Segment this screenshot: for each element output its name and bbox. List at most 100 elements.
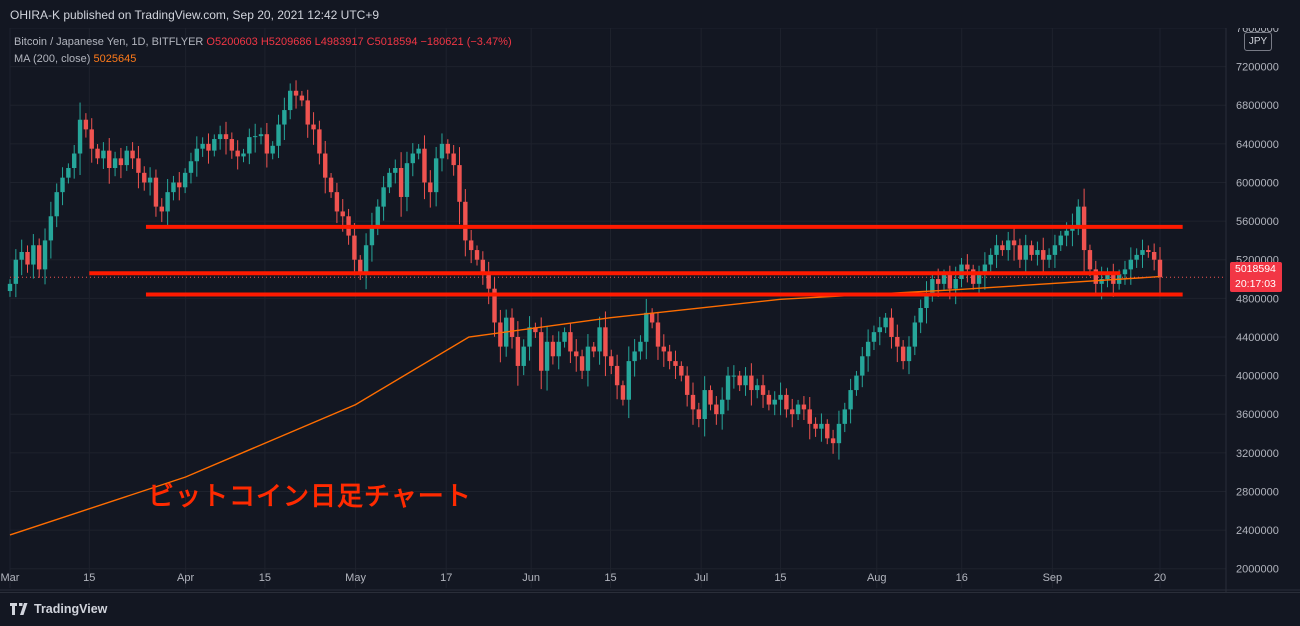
candle-body	[790, 409, 795, 415]
candle-body	[603, 327, 608, 357]
currency-button[interactable]: JPY	[1244, 32, 1272, 51]
candle-body	[1128, 259, 1134, 270]
ma-label[interactable]: MA (200, close)	[14, 53, 91, 65]
time-tick-label: 17	[440, 572, 452, 584]
candle-body	[83, 119, 89, 130]
chart-legend: Bitcoin / Japanese Yen, 1D, BITFLYER O52…	[14, 34, 512, 68]
candle-body	[755, 385, 760, 391]
time-tick-label: 20	[1154, 572, 1166, 584]
candle-body	[696, 409, 702, 420]
candle-body	[177, 182, 182, 188]
candle-body	[165, 192, 170, 212]
candle-body	[953, 279, 958, 289]
candle-body	[725, 375, 731, 400]
price-tick-label: 6000000	[1236, 177, 1279, 189]
candle-body	[381, 187, 386, 207]
price-tick-label: 6800000	[1236, 100, 1279, 112]
chart-area[interactable]: 2000000 2400000 2800000 3200000 3600000 40000…	[0, 28, 1300, 592]
candle-body	[182, 172, 188, 188]
price-tick-label: 7600000	[1236, 28, 1279, 35]
candle-body	[544, 341, 550, 371]
candle-body	[731, 375, 737, 377]
candle-body	[1006, 240, 1011, 251]
candle-body	[509, 317, 515, 337]
candle-body	[941, 274, 947, 284]
candle-body	[556, 341, 561, 357]
price-tick-label: 7200000	[1236, 62, 1279, 74]
candle-body	[737, 375, 742, 386]
candle-body	[702, 390, 707, 420]
candle-body	[340, 211, 345, 217]
candle-body	[1093, 269, 1098, 284]
candle-body	[614, 365, 620, 386]
candle-body	[690, 394, 696, 410]
candle-body	[480, 259, 486, 275]
candle-body	[270, 145, 275, 154]
symbol-label[interactable]: Bitcoin / Japanese Yen, 1D, BITFLYER	[14, 36, 204, 48]
candle-body	[404, 163, 410, 197]
candle-body	[422, 148, 427, 183]
candle-body	[217, 134, 223, 140]
candle-body	[393, 168, 398, 173]
price-tick-label: 2400000	[1236, 525, 1279, 537]
candle-body	[515, 336, 521, 366]
candle-body	[72, 153, 77, 168]
candle-body	[848, 390, 853, 410]
last-price: 5018594	[1235, 263, 1276, 275]
candle-body	[801, 404, 807, 410]
candle-body	[860, 356, 865, 376]
candle-body	[585, 346, 591, 371]
candle-body	[136, 158, 141, 173]
candle-body	[107, 150, 112, 168]
candle-body	[976, 274, 982, 284]
candle-body	[877, 327, 882, 333]
candle-body	[1087, 250, 1093, 270]
candle-body	[1146, 250, 1151, 252]
candle-body	[632, 351, 637, 362]
time-tick-label: May	[345, 572, 366, 584]
price-tick-label: 3600000	[1236, 409, 1279, 421]
tradingview-logo[interactable]: TradingView	[10, 602, 107, 616]
candle-body	[95, 148, 100, 159]
candle-body	[568, 332, 573, 352]
candle-body	[445, 143, 451, 154]
candle-body	[895, 336, 900, 347]
candle-body	[358, 259, 363, 275]
candle-body	[649, 312, 655, 323]
price-tick-label: 4800000	[1236, 293, 1279, 305]
candle-body	[159, 206, 164, 212]
candle-body	[644, 312, 649, 342]
candle-body	[760, 385, 766, 395]
candle-body	[830, 438, 836, 444]
candle-body	[994, 245, 999, 255]
candle-body	[118, 158, 124, 166]
chart-annotation-text: ビットコイン日足チャート	[148, 482, 472, 512]
candle-body	[1000, 245, 1005, 251]
time-tick-label: 16	[956, 572, 968, 584]
candle-body	[142, 172, 147, 183]
time-tick-label: 15	[774, 572, 786, 584]
candle-body	[609, 356, 614, 366]
candle-body	[1064, 230, 1069, 236]
candle-body	[597, 327, 602, 352]
time-tick-label: Aug	[867, 572, 887, 584]
candle-body	[935, 279, 941, 284]
candlestick-chart[interactable]: 2000000 2400000 2800000 3200000 3600000 40000…	[0, 28, 1300, 592]
candle-body	[673, 361, 678, 366]
candle-body	[766, 394, 772, 405]
candle-body	[1041, 250, 1046, 260]
candle-body	[562, 332, 567, 342]
candle-body	[235, 150, 240, 157]
candle-body	[778, 394, 783, 400]
candle-body	[451, 153, 456, 166]
candle-body	[200, 143, 205, 149]
candle-body	[889, 317, 894, 337]
candle-body	[620, 385, 626, 400]
candle-body	[743, 375, 748, 386]
candle-body	[258, 134, 264, 137]
candle-body	[416, 148, 421, 154]
candle-body	[323, 153, 328, 178]
candle-body	[194, 148, 200, 162]
candle-body	[276, 124, 281, 146]
candle-body	[48, 216, 54, 241]
